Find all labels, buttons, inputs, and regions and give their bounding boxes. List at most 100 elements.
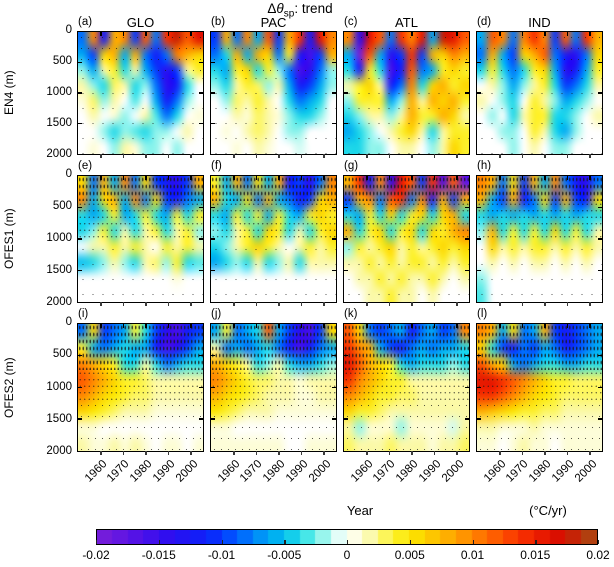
row-label-ofes2: OFES2 (m) [2, 357, 16, 418]
x-tick-mark [388, 302, 391, 306]
y-tick-mark [344, 122, 348, 125]
x-tick-mark [100, 323, 102, 328]
y-tick-mark [199, 354, 203, 357]
x-tick-mark [167, 175, 170, 180]
y-tick-label: 500 [52, 348, 72, 361]
x-tick-mark [589, 451, 591, 455]
y-tick-mark [199, 206, 203, 209]
heatmap-canvas-atl-ofes1 [344, 176, 469, 302]
y-tick-label: 0 [65, 24, 72, 36]
colorbar-tick-label: 0.005 [394, 548, 425, 562]
row-label-ofes1: OFES1 (m) [2, 208, 16, 270]
x-tick-mark [167, 323, 170, 328]
y-tick-mark [78, 238, 82, 240]
y-tick-mark [199, 122, 203, 125]
heatmap-panel-glo-ofes2 [77, 323, 204, 455]
colorbar-tick-label: 0.02 [586, 548, 610, 562]
x-tick-mark [366, 323, 368, 328]
y-tick-label: 500 [52, 200, 72, 212]
y-tick-label: 0 [65, 316, 72, 328]
title-delta: Δ [267, 1, 277, 16]
x-tick-mark [190, 302, 192, 306]
colorbar-tick-label: 0 [343, 548, 351, 562]
y-tick-label: 1000 [46, 86, 72, 98]
panel-letter-c: (c) [344, 16, 358, 28]
x-tick-mark [278, 175, 280, 180]
x-tick-mark [589, 302, 591, 306]
x-tick-mark [499, 175, 501, 180]
x-tick-mark [255, 451, 258, 455]
x-tick-mark [122, 175, 125, 180]
colorbar-tick-label: -0.015 [141, 548, 176, 562]
x-tick-mark [190, 451, 192, 455]
x-tick-mark [323, 175, 325, 180]
x-tick-mark [388, 31, 391, 36]
heatmap-canvas-glo-en4 [78, 32, 203, 154]
column-title-pac: PAC [260, 15, 287, 30]
panel-letter-f: (f) [211, 160, 222, 172]
colorbar-tick-label: -0.02 [82, 548, 110, 562]
y-tick-mark [477, 92, 481, 94]
colorbar-tick-label: 0.01 [460, 548, 485, 562]
x-tick-mark [544, 302, 546, 306]
colorbar-tick-label: -0.005 [267, 548, 302, 562]
y-tick-mark [211, 122, 215, 125]
x-tick-mark [145, 451, 147, 455]
x-tick-mark [456, 302, 458, 306]
column-title-glo: GLO [126, 15, 155, 30]
y-tick-mark [78, 386, 82, 389]
x-tick-mark [190, 31, 192, 36]
x-tick-mark [255, 302, 258, 306]
x-tick-mark [521, 451, 524, 455]
heatmap-panel-pac-ofes2 [210, 323, 337, 455]
y-tick-mark [465, 418, 469, 420]
x-tick-mark [566, 31, 569, 36]
heatmap-canvas-atl-en4 [344, 32, 469, 154]
x-tick-mark [323, 323, 325, 328]
figure-title: Δθsp: trend [180, 1, 420, 20]
panel-letter-l: (l) [477, 308, 488, 320]
x-tick-mark [411, 302, 413, 306]
colorbar-tick-label: 0.015 [520, 548, 551, 562]
x-tick-mark [544, 175, 546, 180]
y-tick-mark [332, 92, 336, 94]
x-tick-mark [433, 451, 436, 455]
y-tick-mark [211, 61, 215, 64]
title-rest: : trend [294, 1, 333, 16]
panel-letter-j: (j) [211, 308, 222, 320]
x-tick-mark [456, 323, 458, 328]
x-tick-mark [366, 451, 368, 455]
x-tick-mark [544, 154, 546, 158]
colorbar-tick-mark [347, 540, 349, 544]
y-tick-mark [598, 61, 602, 64]
x-tick-mark [499, 154, 501, 158]
x-tick-mark [433, 302, 436, 306]
y-tick-mark [465, 238, 469, 240]
y-tick-mark [332, 61, 336, 64]
y-tick-label: 1000 [46, 380, 72, 393]
y-tick-mark [332, 418, 336, 420]
y-tick-mark [465, 386, 469, 389]
y-tick-label: 2000 [46, 296, 72, 308]
x-tick-mark [456, 175, 458, 180]
y-tick-mark [211, 354, 215, 357]
y-tick-mark [199, 238, 203, 240]
x-tick-mark [521, 323, 524, 328]
y-tick-mark [78, 269, 82, 272]
x-tick-mark [100, 302, 102, 306]
y-tick-mark [211, 92, 215, 94]
y-tick-mark [465, 354, 469, 357]
y-tick-mark [199, 61, 203, 64]
heatmap-canvas-ind-en4 [477, 32, 602, 154]
heatmap-canvas-ind-ofes1 [477, 176, 602, 302]
y-tick-mark [477, 269, 481, 272]
panel-letter-d: (d) [477, 16, 492, 28]
x-tick-mark [544, 451, 546, 455]
x-tick-mark [366, 175, 368, 180]
y-tick-label: 1500 [46, 412, 72, 425]
x-tick-mark [323, 451, 325, 455]
y-tick-mark [465, 269, 469, 272]
y-tick-mark [477, 61, 481, 64]
x-tick-mark [167, 451, 170, 455]
